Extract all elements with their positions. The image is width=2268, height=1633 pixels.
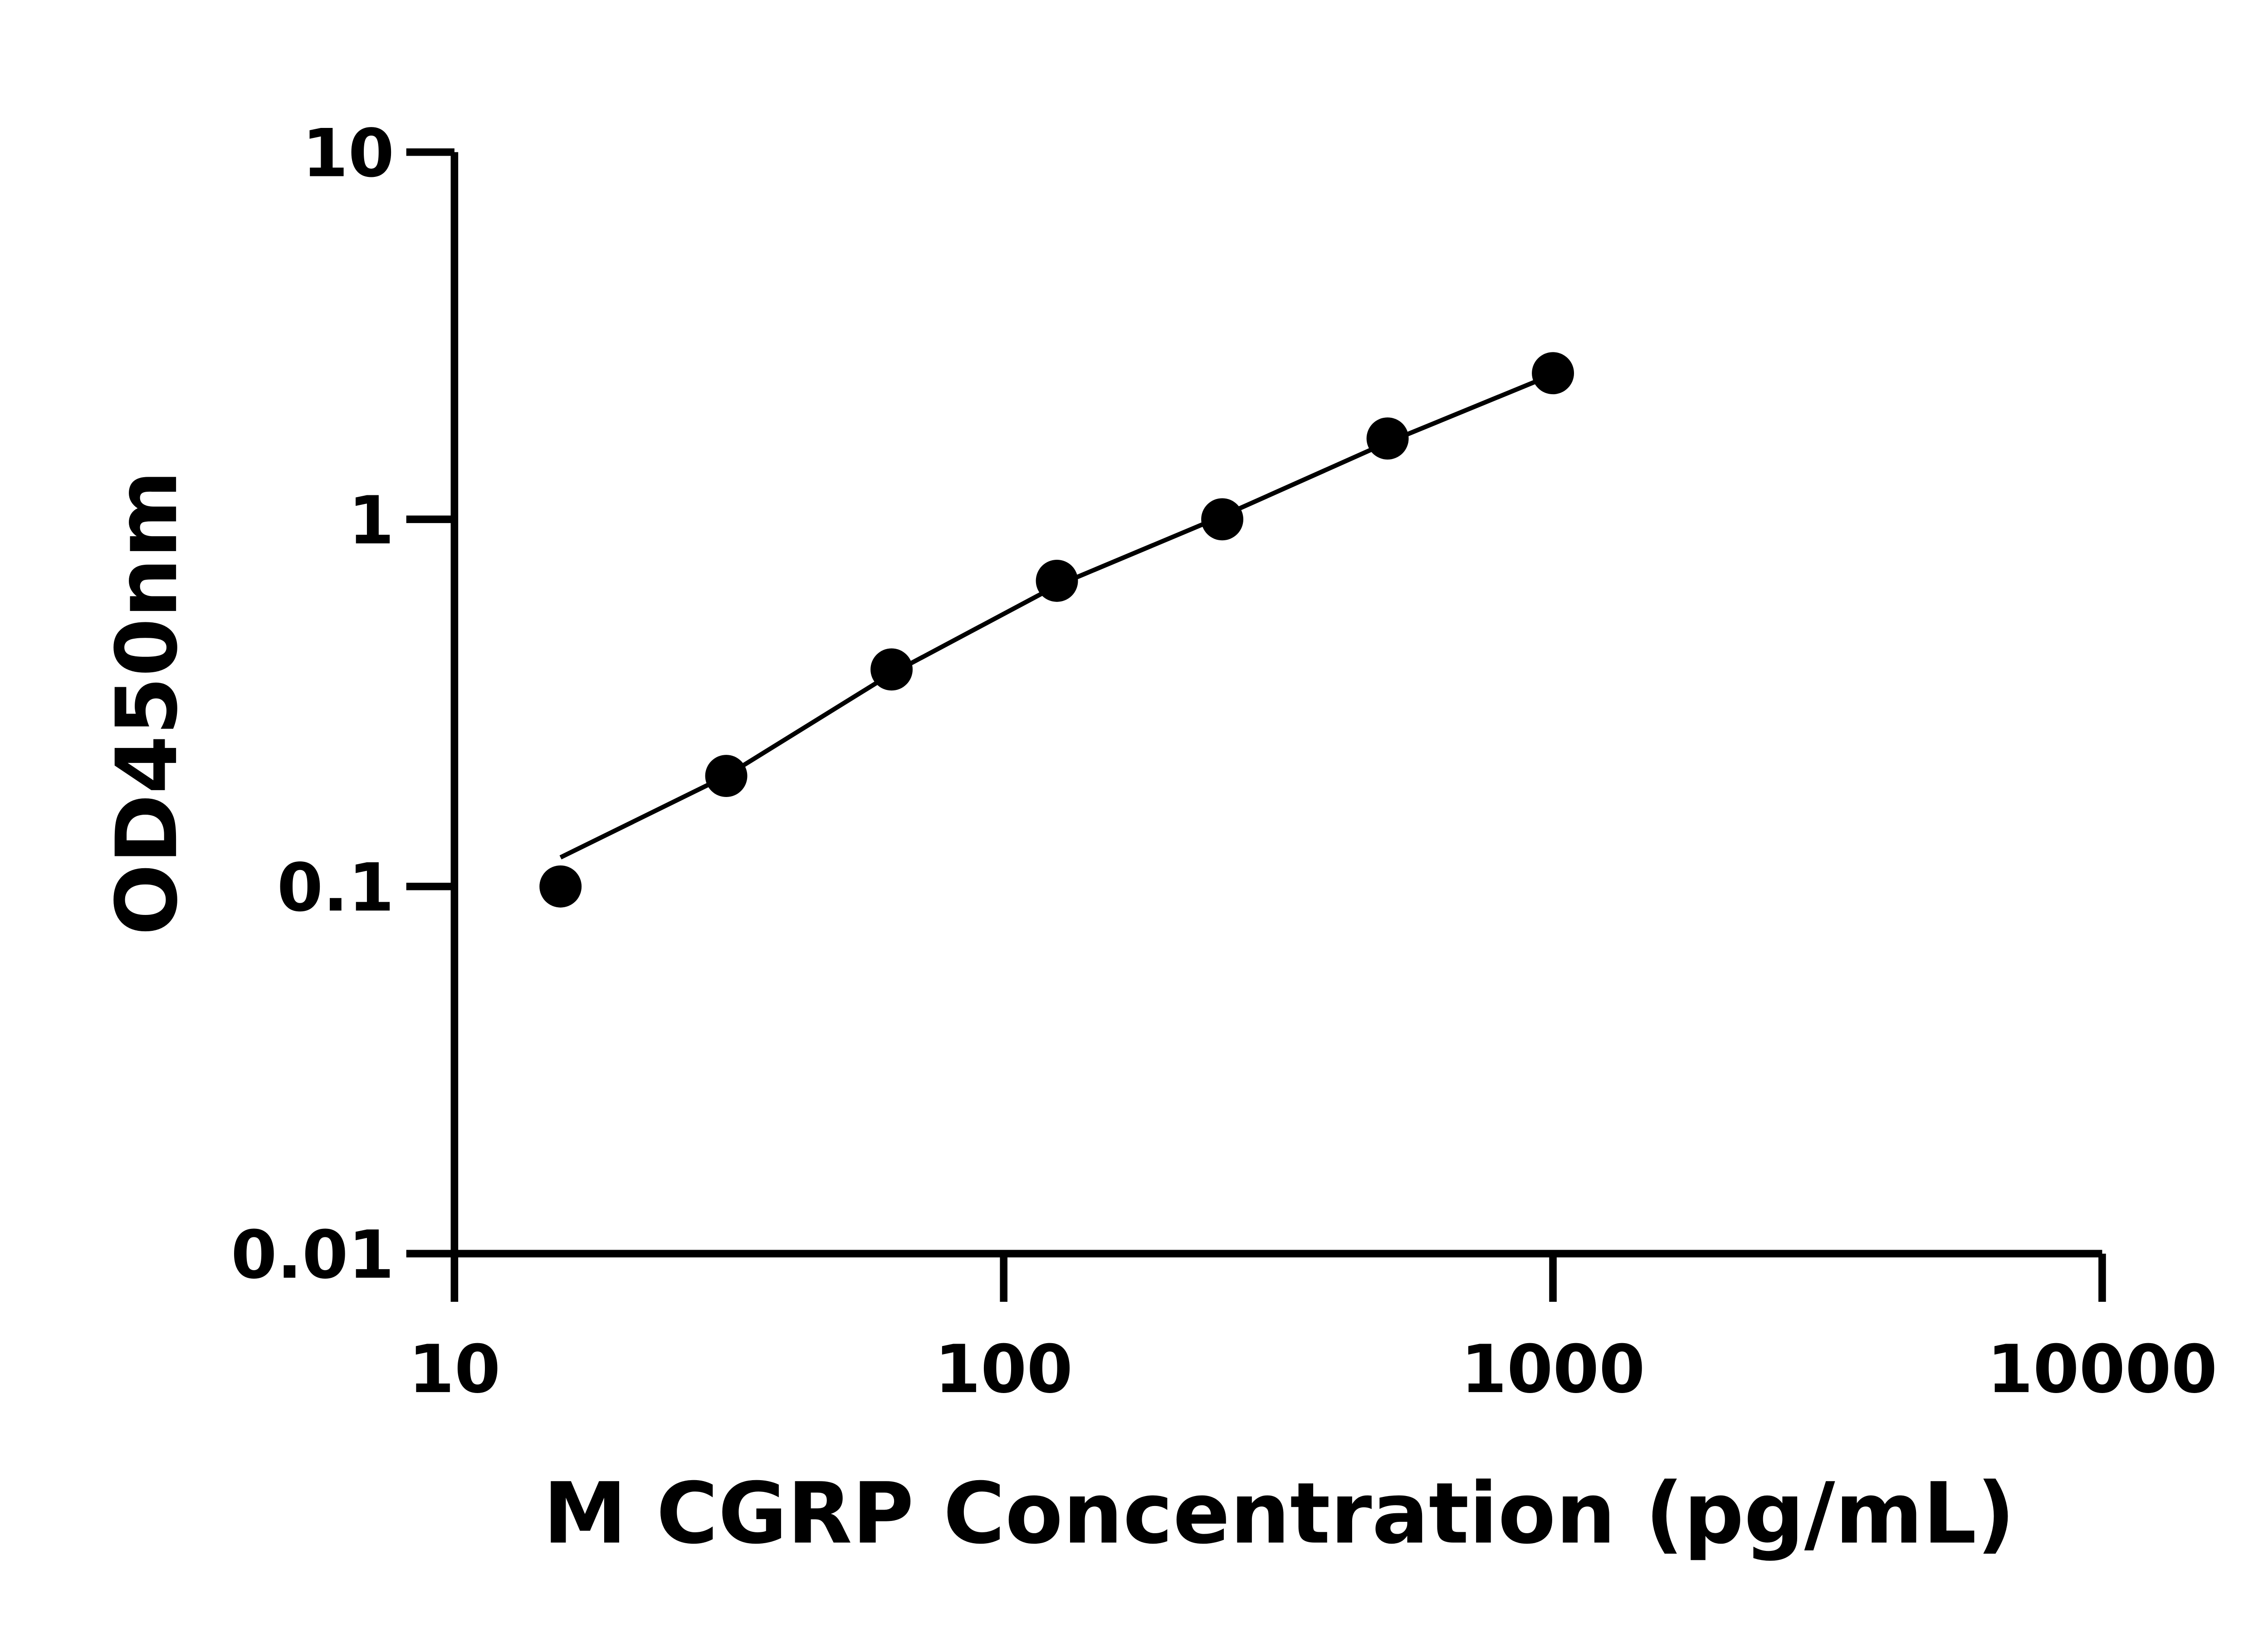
y-tick-label: 0.01: [231, 1217, 394, 1294]
data-point: [705, 755, 748, 797]
y-axis-label: OD450nm: [98, 470, 196, 936]
data-point: [1036, 559, 1078, 602]
axes: 10 100 1000 10000 0.01 0.1 1 10: [231, 115, 2217, 1408]
x-tick-label: 100: [934, 1331, 1073, 1408]
y-tick-label: 10: [302, 115, 394, 192]
y-tick-label: 1: [348, 483, 395, 559]
x-tick-label: 10: [408, 1331, 500, 1408]
data-point: [870, 648, 913, 691]
y-tick-label: 0.1: [277, 850, 395, 926]
data-points: [539, 352, 1574, 908]
data-point: [1532, 352, 1574, 395]
x-axis-label: M CGRP Concentration (pg/mL): [543, 1465, 2015, 1563]
data-point: [1366, 417, 1409, 460]
x-tick-label: 1000: [1461, 1331, 1645, 1408]
data-point: [1201, 498, 1244, 541]
x-tick-label: 10000: [1987, 1331, 2218, 1408]
data-point: [539, 865, 582, 908]
